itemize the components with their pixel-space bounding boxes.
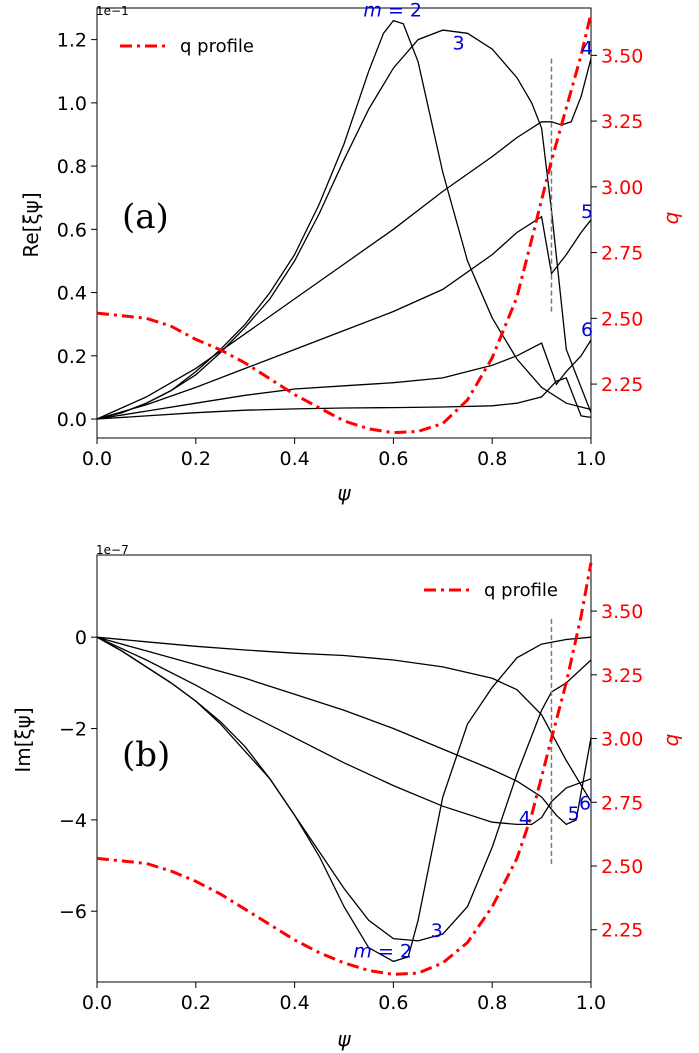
panel-b: 1e−7 (b) ψ Im[ξψ] q q profile 0.0 0.2 0.4 0… bbox=[11, 543, 683, 1051]
x-tick-label: 1.0 bbox=[576, 992, 606, 1014]
panel-a-label: (a) bbox=[122, 197, 169, 237]
x-tick-label: 0.0 bbox=[82, 992, 112, 1014]
y2-tick-label: 2.25 bbox=[601, 920, 643, 942]
mode-label: m = 2 bbox=[353, 940, 412, 962]
series-line-m3 bbox=[96, 29, 592, 420]
y2-tick-label: 3.50 bbox=[601, 45, 643, 67]
series-line-m7 bbox=[96, 377, 592, 420]
panel-a-y2label: q bbox=[659, 212, 683, 225]
mode-label: 6 bbox=[581, 319, 593, 341]
q-profile-line bbox=[96, 12, 593, 435]
panel-a-exponent: 1e−1 bbox=[96, 4, 129, 18]
series-line-m5 bbox=[96, 636, 592, 826]
series-line-m6 bbox=[96, 339, 592, 420]
panel-b-y2label: q bbox=[659, 734, 683, 747]
x-tick-label: 1.0 bbox=[576, 448, 606, 470]
x-tick-label: 0.6 bbox=[378, 448, 408, 470]
y-tick-label: 1.0 bbox=[57, 93, 87, 115]
y-tick-label: 0.6 bbox=[57, 219, 87, 241]
series-line-m5 bbox=[96, 215, 592, 420]
y2-tick-label: 3.50 bbox=[601, 601, 643, 623]
series-line-m6 bbox=[96, 636, 592, 802]
y-tick-label: −4 bbox=[59, 810, 87, 832]
y-tick-label: 0.8 bbox=[57, 156, 87, 178]
panel-a-ylabel: Re[ξψ] bbox=[19, 192, 43, 257]
y2-tick-label: 3.25 bbox=[601, 665, 643, 687]
y2-tick-label: 3.00 bbox=[601, 177, 643, 199]
x-tick-label: 0.4 bbox=[279, 448, 309, 470]
y-tick-label: 0.4 bbox=[57, 283, 87, 305]
y-tick-label: 1.2 bbox=[57, 30, 87, 52]
mode-label: 3 bbox=[453, 32, 465, 54]
panel-a-xlabel: ψ bbox=[337, 481, 351, 505]
q-profile-line bbox=[96, 562, 593, 976]
mode-label: 4 bbox=[581, 38, 593, 60]
panel-b-ylabel: Im[ξψ] bbox=[11, 707, 35, 772]
x-tick-label: 0.4 bbox=[279, 992, 309, 1014]
series-line-m4 bbox=[96, 636, 592, 826]
y2-tick-label: 2.75 bbox=[601, 792, 643, 814]
panel-b-exponent: 1e−7 bbox=[96, 543, 129, 557]
series-line-m4 bbox=[96, 58, 592, 420]
y2-tick-label: 2.75 bbox=[601, 243, 643, 265]
mode-label: 6 bbox=[579, 793, 591, 815]
y2-tick-label: 2.50 bbox=[601, 856, 643, 878]
y2-tick-label: 2.50 bbox=[601, 308, 643, 330]
mode-label: m = 2 bbox=[363, 0, 422, 22]
panel-b-legend-text: q profile bbox=[484, 580, 558, 601]
y-tick-label: 0 bbox=[75, 627, 87, 649]
y-tick-label: 0.0 bbox=[57, 409, 87, 431]
x-tick-label: 0.2 bbox=[181, 992, 211, 1014]
x-tick-label: 0.8 bbox=[477, 448, 507, 470]
y-tick-label: 0.2 bbox=[57, 346, 87, 368]
plot-frame bbox=[96, 554, 592, 983]
x-tick-label: 0.2 bbox=[181, 448, 211, 470]
panel-b-xlabel: ψ bbox=[337, 1027, 351, 1051]
mode-label: 3 bbox=[431, 920, 443, 942]
panel-b-label: (b) bbox=[122, 735, 170, 775]
y2-tick-label: 3.25 bbox=[601, 111, 643, 133]
mode-label: 5 bbox=[581, 201, 593, 223]
mode-label: 4 bbox=[519, 807, 531, 829]
series-line-m2 bbox=[96, 636, 592, 963]
series-line-m3 bbox=[96, 636, 592, 942]
panel-a-legend-text: q profile bbox=[180, 36, 254, 57]
panel-a: 1e−1 (a) ψ Re[ξψ] q q profile 0.0 0.2 0.4 0… bbox=[19, 0, 683, 505]
y-tick-label: −6 bbox=[59, 901, 87, 923]
y2-tick-label: 2.25 bbox=[601, 374, 643, 396]
y2-tick-label: 3.00 bbox=[601, 729, 643, 751]
mode-label: 5 bbox=[568, 803, 580, 825]
x-tick-label: 0.6 bbox=[378, 992, 408, 1014]
series-line-m2 bbox=[96, 19, 592, 420]
x-tick-label: 0.8 bbox=[477, 992, 507, 1014]
y-tick-label: −2 bbox=[59, 719, 87, 741]
x-tick-label: 0.0 bbox=[82, 448, 112, 470]
plot-frame bbox=[96, 7, 592, 439]
